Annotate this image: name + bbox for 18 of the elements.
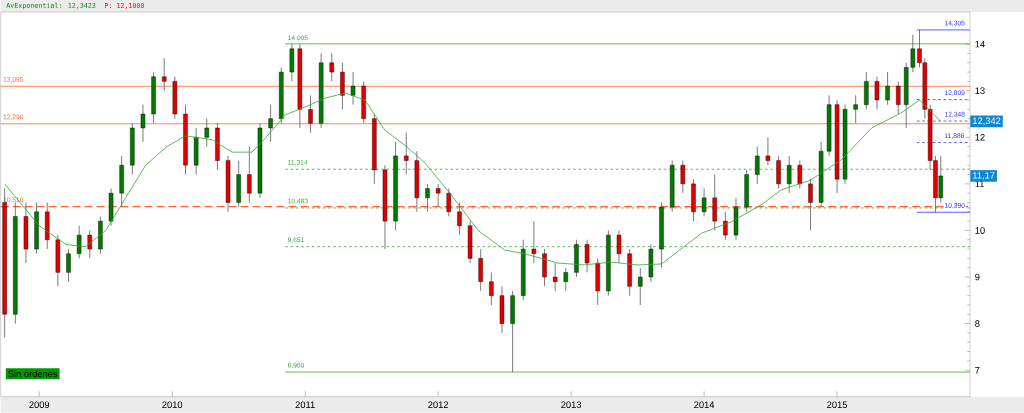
y-tick-label: 10 [975,227,985,234]
y-tick-label: 8 [975,320,980,328]
annotation: 11,17 [973,172,995,180]
x-tick-label: 2009 [29,401,50,409]
x-tick-label: 2011 [295,401,315,409]
y-tick-label: 9 [975,273,980,281]
x-tick-label: 2014 [694,401,715,409]
x-tick-label: 2012 [428,401,449,409]
y-tick-label: 7 [975,367,980,374]
y-tick-label: 12 [975,134,985,141]
annotation: 12,342 [973,117,1001,126]
annotation: Sin órdenes [8,370,58,378]
x-tick-label: 2015 [827,401,848,409]
y-tick-label: 13 [975,87,985,95]
y-tick-label: 11 [975,180,984,188]
y-tick-label: 14 [975,41,985,48]
x-tick-label: 2013 [561,401,582,409]
x-tick-label: 2010 [162,401,183,409]
